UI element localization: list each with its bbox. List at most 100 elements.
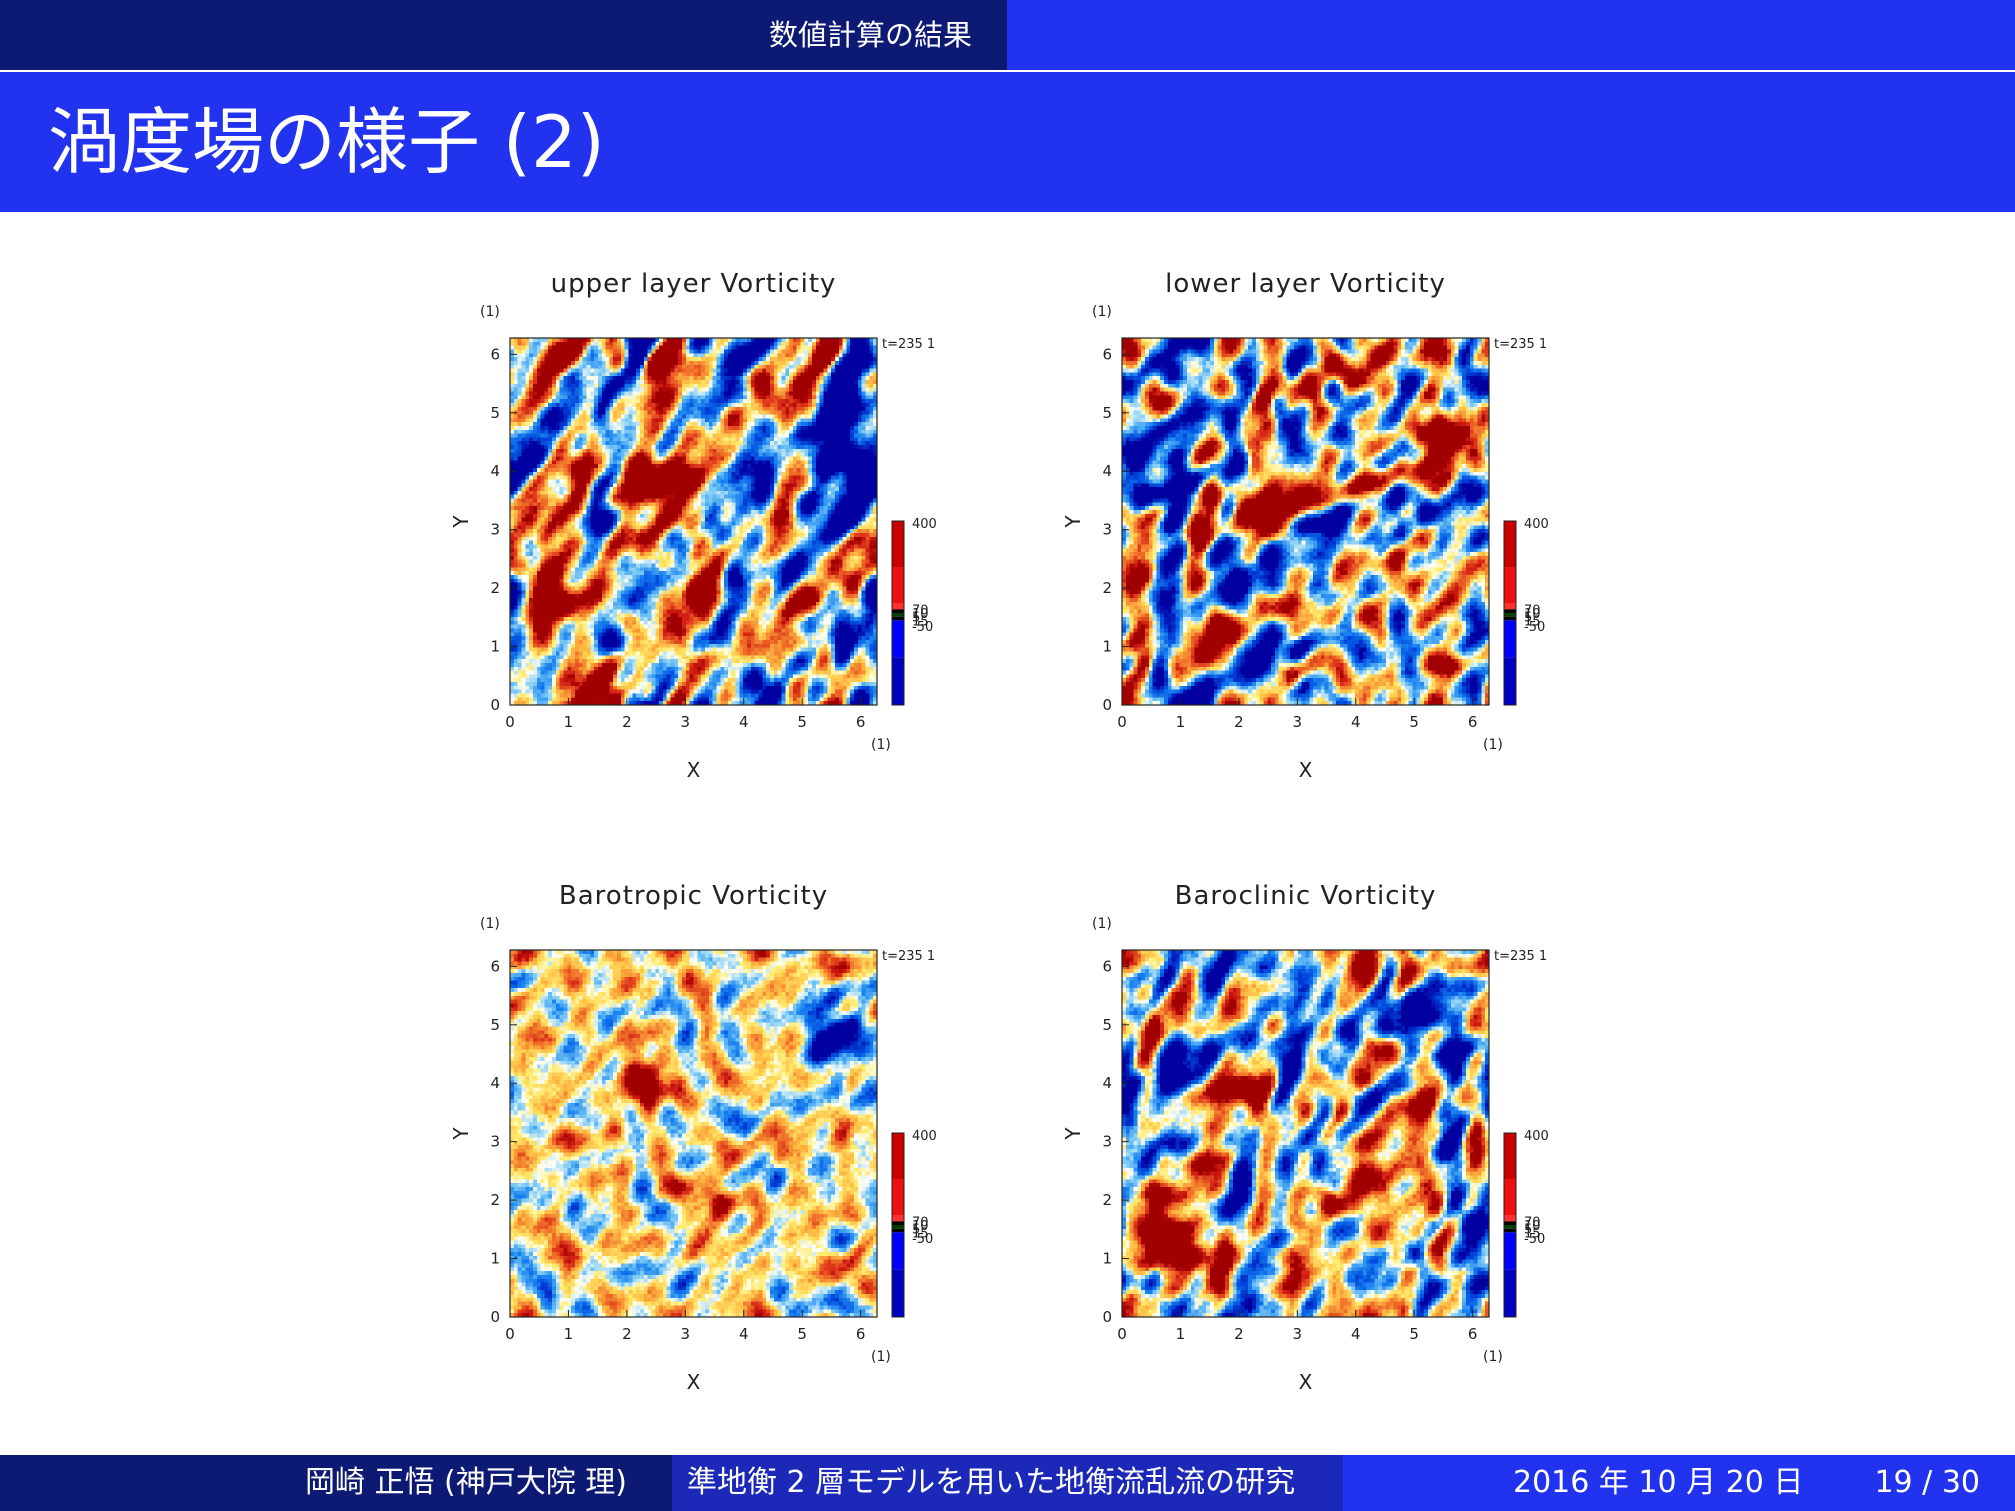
plot-title: Baroclinic Vorticity <box>1175 881 1437 911</box>
colorbar-segment <box>892 1232 904 1270</box>
colorbar-segment <box>892 1221 904 1225</box>
colorbar <box>891 520 905 706</box>
y-tick-label: 4 <box>490 1074 500 1092</box>
baroclinic-vorticity-plot: Baroclinic Vorticity (1) t=235 1 0 1 2 3 4 5 6 0 1 2… <box>1057 870 1597 1410</box>
vorticity-field <box>510 338 877 705</box>
colorbar-label: 70 <box>1524 1215 1541 1230</box>
x-tick-label: 1 <box>1176 1325 1186 1343</box>
x-tick-label: 6 <box>856 713 866 731</box>
y-tick-label: 2 <box>1102 1191 1112 1209</box>
x-tick-label: 6 <box>1468 713 1478 731</box>
y-unit-label: (1) <box>1092 916 1112 932</box>
x-axis-label: X <box>1299 758 1313 782</box>
x-tick-label: 2 <box>1234 1325 1244 1343</box>
y-tick-label: 4 <box>1102 462 1112 480</box>
colorbar-segment <box>892 620 904 658</box>
x-tick-label: 6 <box>856 1325 866 1343</box>
colorbar-label: 10 <box>1524 607 1541 622</box>
colorbar-segment <box>892 1179 904 1216</box>
x-tick-label: 0 <box>1117 1325 1127 1343</box>
colorbar-label: 400 <box>1524 517 1549 532</box>
plot-title: Barotropic Vorticity <box>559 881 828 911</box>
colorbar-segment <box>1504 521 1516 567</box>
colorbar-segment <box>892 1269 904 1317</box>
plot-frame <box>509 949 878 1318</box>
colorbar-segment <box>892 1133 904 1179</box>
colorbar-segment <box>1504 1221 1516 1225</box>
time-label: t=235 1 <box>882 949 935 964</box>
x-tick-label: 5 <box>797 713 807 731</box>
colorbar-segment <box>892 603 904 610</box>
x-tick-label: 4 <box>739 713 749 731</box>
colorbar-label: -50 <box>912 1232 933 1247</box>
colorbar-label: 10 <box>912 1219 929 1234</box>
x-tick-label: 0 <box>1117 713 1127 731</box>
y-axis-label: Y <box>1061 515 1085 529</box>
colorbar-label: 70 <box>1524 603 1541 618</box>
y-tick-label: 5 <box>1102 1016 1112 1034</box>
plot-frame <box>1121 337 1490 706</box>
slide-title: 渦度場の様子 (2) <box>48 100 605 184</box>
header-bar: 数値計算の結果 <box>0 0 2015 70</box>
colorbar <box>891 1132 905 1318</box>
colorbar <box>1503 520 1517 706</box>
colorbar-segment <box>1504 1179 1516 1216</box>
colorbar-segment <box>1504 1133 1516 1179</box>
plot-svg: lower layer Vorticity (1) t=235 1 0 1 2 3 4 5 6 0 1… <box>1061 269 1549 782</box>
y-unit-label: (1) <box>480 304 500 320</box>
colorbar-label: -50 <box>1524 620 1545 635</box>
y-tick-label: 1 <box>490 1250 500 1268</box>
colorbar-segment <box>892 609 904 613</box>
x-tick-label: 3 <box>1293 713 1303 731</box>
x-unit-label: (1) <box>1483 1349 1503 1365</box>
x-tick-label: 5 <box>797 1325 807 1343</box>
colorbar-label: 5 <box>1524 611 1532 626</box>
x-tick-label: 2 <box>622 713 632 731</box>
x-axis-label: X <box>687 1370 701 1394</box>
y-tick-label: 5 <box>490 1016 500 1034</box>
y-tick-label: 1 <box>490 638 500 656</box>
x-unit-label: (1) <box>1483 737 1503 753</box>
x-tick-label: 1 <box>564 713 574 731</box>
x-tick-label: 3 <box>681 713 691 731</box>
colorbar-segment <box>892 521 904 567</box>
colorbar-label: 10 <box>1524 1219 1541 1234</box>
y-tick-label: 0 <box>1102 1308 1112 1326</box>
x-tick-label: 4 <box>739 1325 749 1343</box>
colorbar-segment <box>1504 609 1516 613</box>
y-tick-label: 5 <box>1102 404 1112 422</box>
y-tick-label: 6 <box>1102 345 1112 363</box>
section-title: 数値計算の結果 <box>0 0 1007 70</box>
y-tick-label: 0 <box>1102 696 1112 714</box>
colorbar-label: 15 <box>912 614 929 629</box>
y-axis-label: Y <box>449 515 473 529</box>
x-tick-label: 0 <box>505 1325 515 1343</box>
colorbar-segment <box>1504 567 1516 604</box>
vorticity-field <box>510 950 877 1317</box>
y-unit-label: (1) <box>480 916 500 932</box>
x-unit-label: (1) <box>871 1349 891 1365</box>
footer-talk-title: 準地衡 2 層モデルを用いた地衡流乱流の研究 <box>687 1465 1296 1500</box>
y-tick-label: 1 <box>1102 638 1112 656</box>
y-tick-label: 6 <box>1102 957 1112 975</box>
colorbar-label: 5 <box>912 1223 920 1238</box>
colorbar-label: 15 <box>1524 614 1541 629</box>
plot-title: upper layer Vorticity <box>551 269 837 299</box>
colorbar-segment <box>1504 1269 1516 1317</box>
plot-svg: Baroclinic Vorticity (1) t=235 1 0 1 2 3 4 5 6 0 1 2… <box>1061 881 1549 1394</box>
x-tick-label: 3 <box>1293 1325 1303 1343</box>
footer-page: 19 / 30 <box>1874 1465 1980 1500</box>
colorbar-label: 400 <box>912 1129 937 1144</box>
colorbar-label: 70 <box>912 603 929 618</box>
colorbar-label: 5 <box>1524 1223 1532 1238</box>
plot-svg: upper layer Vorticity (1) t=235 1 0 1 2 3 4 5 6 0 1… <box>449 269 937 782</box>
x-tick-label: 5 <box>1409 713 1419 731</box>
x-tick-label: 4 <box>1351 713 1361 731</box>
colorbar-label: 15 <box>912 1226 929 1241</box>
colorbar-segment <box>892 1225 904 1229</box>
x-tick-label: 2 <box>1234 713 1244 731</box>
y-tick-label: 1 <box>1102 1250 1112 1268</box>
x-tick-label: 5 <box>1409 1325 1419 1343</box>
footer-bar: 岡崎 正悟 (神戸大院 理) 準地衡 2 層モデルを用いた地衡流乱流の研究 20… <box>0 1455 2015 1511</box>
x-tick-label: 0 <box>505 713 515 731</box>
